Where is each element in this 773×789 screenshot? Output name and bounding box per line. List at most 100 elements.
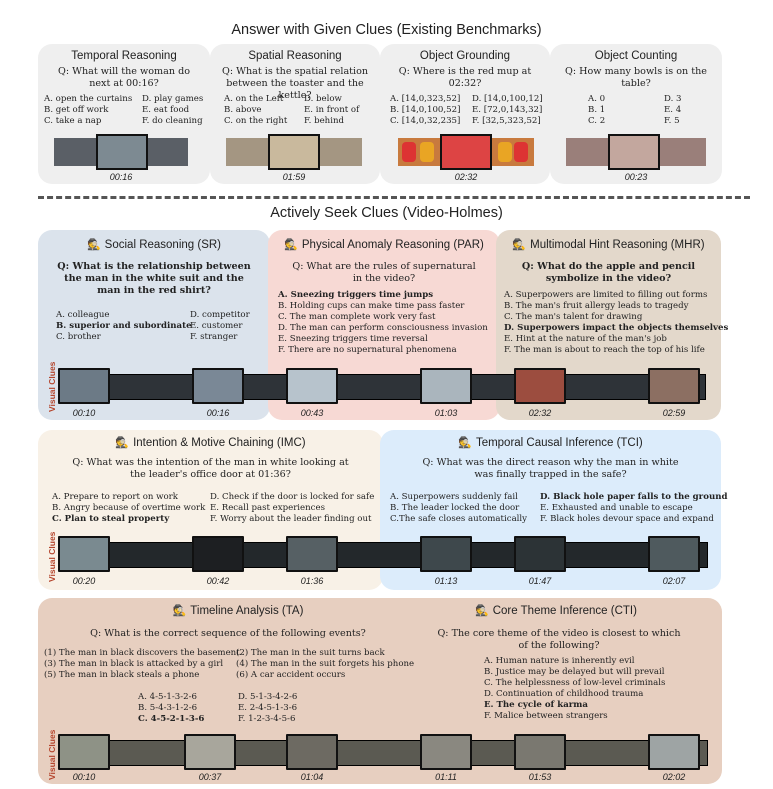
option: A. Superpowers suddenly fail bbox=[390, 492, 518, 502]
timestamp: 01:03 bbox=[434, 408, 458, 418]
option: F. Black holes devour space and expand bbox=[540, 514, 714, 524]
key-frame bbox=[286, 734, 338, 770]
key-frame bbox=[514, 734, 566, 770]
option: D. [14,0,100,12] bbox=[472, 94, 543, 104]
card-title: Physical Anomaly Reasoning (PAR) bbox=[301, 239, 484, 251]
option: A. colleague bbox=[56, 310, 110, 320]
card-title: Temporal Reasoning bbox=[71, 50, 177, 62]
key-frame bbox=[58, 734, 110, 770]
timestamp: 00:23 bbox=[624, 172, 648, 182]
timestamp: 00:43 bbox=[300, 408, 324, 418]
option: B. Holding cups can make time pass faste… bbox=[278, 301, 465, 311]
key-frame bbox=[58, 536, 110, 572]
section-divider bbox=[38, 196, 750, 199]
option-correct: B. superior and subordinate bbox=[56, 321, 192, 331]
key-frame bbox=[192, 536, 244, 572]
red-mug bbox=[402, 142, 416, 162]
option: D. Check if the door is locked for safe bbox=[210, 492, 375, 502]
event: (2) The man in the suit turns back bbox=[236, 648, 385, 658]
option: B. 1 bbox=[588, 105, 606, 115]
option: D. Continuation of childhood trauma bbox=[484, 689, 644, 699]
question: Q: The core theme of the video is closes… bbox=[437, 628, 681, 651]
timestamp: 02:32 bbox=[528, 408, 552, 418]
option: A. Prepare to report on work bbox=[52, 492, 179, 502]
option: B. Angry because of overtime work bbox=[52, 503, 206, 513]
option: F. stranger bbox=[190, 332, 238, 342]
video-thumbnail bbox=[566, 134, 706, 170]
question: Q: What do the apple and pencil symboliz… bbox=[521, 261, 696, 284]
visual-clues-label: Visual Clues bbox=[47, 729, 57, 780]
existing-benchmarks-title: Answer with Given Clues (Existing Benchm… bbox=[231, 22, 542, 38]
question: Q: What was the intention of the man in … bbox=[72, 457, 349, 480]
option: C. The man complete work very fast bbox=[278, 312, 436, 322]
option: F. 5 bbox=[664, 116, 680, 126]
card-title-row: 🕵 Core Theme Inference (CTI) bbox=[456, 604, 656, 617]
key-frame bbox=[648, 536, 700, 572]
timestamp: 01:11 bbox=[435, 772, 457, 782]
key-frame bbox=[440, 134, 492, 170]
event: (6) A car accident occurs bbox=[236, 670, 346, 680]
film-strip-row2 bbox=[58, 542, 708, 568]
detective-icon: 🕵 bbox=[172, 605, 187, 617]
timestamp: 01:36 bbox=[300, 576, 324, 586]
key-frame bbox=[608, 134, 660, 170]
key-frame bbox=[514, 536, 566, 572]
option: F. Malice between strangers bbox=[484, 711, 608, 721]
option-correct: C. 4-5-2-1-3-6 bbox=[138, 714, 205, 724]
option: E. customer bbox=[190, 321, 243, 331]
option: E. 4 bbox=[664, 105, 682, 115]
option: E. [72,0,143,32] bbox=[472, 105, 543, 115]
film-strip-row3 bbox=[58, 740, 708, 766]
option: E. Exhausted and unable to escape bbox=[540, 503, 693, 513]
question: Q: What will the woman do next at 00:16? bbox=[58, 66, 190, 89]
option: A. open the curtains bbox=[44, 94, 133, 104]
option: B. The leader locked the door bbox=[390, 503, 520, 513]
key-frame bbox=[420, 368, 472, 404]
option-correct: E. The cycle of karma bbox=[484, 700, 588, 710]
card-title: Intention & Motive Chaining (IMC) bbox=[133, 437, 306, 449]
timestamp: 00:37 bbox=[198, 772, 222, 782]
option: C. take a nap bbox=[44, 116, 102, 126]
option: E. Recall past experiences bbox=[210, 503, 325, 513]
card-title: Spatial Reasoning bbox=[248, 50, 342, 62]
key-frame bbox=[420, 734, 472, 770]
option: C. brother bbox=[56, 332, 101, 342]
option: E. in front of bbox=[304, 105, 360, 115]
timestamp: 02:59 bbox=[662, 408, 686, 418]
card-title-row: 🕵 Multimodal Hint Reasoning (MHR) bbox=[496, 238, 721, 251]
event: (3) The man in black is attacked by a gi… bbox=[44, 659, 224, 669]
option: C.The safe closes automatically bbox=[390, 514, 528, 524]
option: F. do cleaning bbox=[142, 116, 203, 126]
card-title-row: 🕵 Intention & Motive Chaining (IMC) bbox=[38, 436, 383, 449]
option: D. competitor bbox=[190, 310, 250, 320]
option: A. Superpowers are limited to filling ou… bbox=[504, 290, 708, 300]
key-frame bbox=[420, 536, 472, 572]
detective-icon: 🕵 bbox=[458, 437, 472, 449]
key-frame bbox=[648, 734, 700, 770]
option: F. The man is about to reach the top of … bbox=[504, 345, 705, 355]
detective-icon: 🕵 bbox=[284, 239, 298, 251]
visual-clues-label: Visual Clues bbox=[47, 361, 57, 412]
question: Q: What are the rules of supernatural in… bbox=[292, 261, 476, 284]
timestamp: 00:10 bbox=[72, 772, 96, 782]
card-title-row: 🕵 Physical Anomaly Reasoning (PAR) bbox=[268, 238, 500, 251]
timestamp: 01:53 bbox=[528, 772, 552, 782]
question: Q: Where is the red mup at 02:32? bbox=[398, 66, 532, 89]
option: E. eat food bbox=[142, 105, 190, 115]
option: F. [32,5,323,52] bbox=[472, 116, 541, 126]
video-thumbnail bbox=[398, 134, 534, 170]
red-mug bbox=[514, 142, 528, 162]
card-title-row: 🕵 Timeline Analysis (TA) bbox=[138, 604, 338, 617]
question: Q: What is the correct sequence of the f… bbox=[90, 628, 366, 639]
option: F. 1-2-3-4-5-6 bbox=[238, 714, 296, 724]
key-frame bbox=[514, 368, 566, 404]
option: B. 5-4-3-1-2-6 bbox=[138, 703, 198, 713]
option: D. 5-1-3-4-2-6 bbox=[238, 692, 298, 702]
key-frame bbox=[184, 734, 236, 770]
detective-icon: 🕵 bbox=[475, 605, 489, 617]
question: Q: What is the spatial relation between … bbox=[221, 66, 369, 101]
event: (1) The man in black discovers the basem… bbox=[44, 648, 240, 658]
option: A. on the Left bbox=[224, 94, 284, 104]
option: B. get off work bbox=[44, 105, 109, 115]
detective-icon: 🕵 bbox=[512, 239, 527, 251]
